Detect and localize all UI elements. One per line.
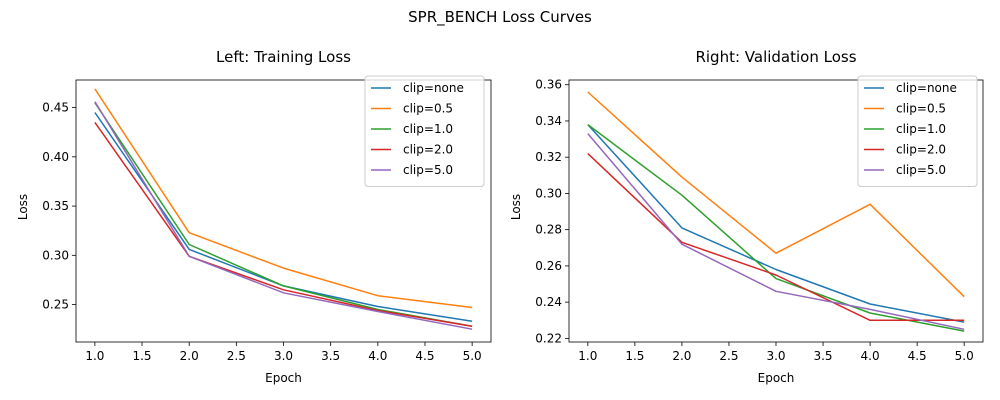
right-x-tick-label: 3.0 (766, 349, 785, 363)
left-y-axis-label: Loss (16, 194, 30, 220)
right-chart-title: Right: Validation Loss (695, 48, 856, 66)
left-x-tick-label: 5.0 (463, 349, 482, 363)
right-y-tick-label: 0.28 (535, 223, 562, 237)
left-series-line-clip-5-0 (94, 101, 473, 330)
right-legend-label: clip=5.0 (896, 163, 946, 177)
right-series-line-clip-2-0 (587, 153, 965, 322)
left-y-tick-label: 0.45 (42, 101, 69, 115)
right-series-line-clip-none (587, 124, 965, 323)
left-y-tick-label: 0.35 (42, 199, 69, 213)
right-legend-box (857, 75, 978, 187)
right-chart-panel: Right: Validation Loss Epoch Loss 1.0 1.5… (509, 48, 984, 385)
right-x-tick-label: 5.0 (955, 349, 974, 363)
right-y-tick-label: 0.32 (535, 150, 562, 164)
left-x-tick-label: 3.0 (274, 349, 293, 363)
right-legend-label: clip=none (896, 81, 957, 95)
left-y-tick-label: 0.25 (42, 298, 69, 312)
left-x-tick-label: 2.5 (227, 349, 246, 363)
left-legend-label: clip=none (403, 81, 464, 95)
right-y-tick-label: 0.22 (535, 331, 562, 345)
left-legend-label: clip=1.0 (403, 122, 453, 136)
left-series-line-clip-0-5 (94, 88, 473, 309)
left-legend-label: clip=2.0 (403, 143, 453, 157)
right-legend-label: clip=1.0 (896, 122, 946, 136)
right-y-tick-label: 0.36 (535, 78, 562, 92)
left-legend-label: clip=5.0 (403, 163, 453, 177)
right-legend: clip=none clip=0.5 clip=1.0 clip=2.0 clip=5.… (857, 75, 978, 187)
left-chart-panel: Left: Training Loss Epoch Loss 1.0 1.5 2.0… (16, 48, 492, 385)
right-y-tick-label: 0.24 (535, 295, 562, 309)
left-x-axis-label: Epoch (265, 371, 302, 385)
right-y-tick-label: 0.30 (535, 186, 562, 200)
left-y-tick-label: 0.30 (42, 248, 69, 262)
left-legend: clip=none clip=0.5 clip=1.0 clip=2.0 clip=5.… (364, 75, 485, 187)
right-x-tick-label: 4.0 (861, 349, 880, 363)
figure-title: SPR_BENCH Loss Curves (408, 8, 592, 27)
right-series-line-clip-1-0 (587, 124, 965, 332)
right-x-tick-label: 4.5 (908, 349, 927, 363)
right-series-line-clip-0-5 (587, 91, 965, 298)
left-x-tick-label: 1.0 (85, 349, 104, 363)
left-legend-box (364, 75, 485, 187)
right-x-tick-label: 2.5 (719, 349, 738, 363)
right-x-tick-label: 2.0 (672, 349, 691, 363)
right-x-axis-label: Epoch (758, 371, 795, 385)
left-y-tick-label: 0.40 (42, 150, 69, 164)
left-legend-label: clip=0.5 (403, 102, 453, 116)
left-x-tick-label: 1.5 (132, 349, 151, 363)
right-legend-label: clip=0.5 (896, 102, 946, 116)
left-x-tick-label: 3.5 (321, 349, 340, 363)
right-legend-label: clip=2.0 (896, 143, 946, 157)
left-chart-title: Left: Training Loss (216, 48, 351, 66)
right-y-axis-label: Loss (509, 194, 523, 220)
right-y-tick-label: 0.34 (535, 114, 562, 128)
left-series-line-clip-2-0 (94, 121, 473, 327)
left-x-tick-label: 2.0 (180, 349, 199, 363)
right-series-line-clip-5-0 (587, 133, 965, 331)
left-x-tick-label: 4.0 (368, 349, 387, 363)
right-x-tick-label: 1.0 (578, 349, 597, 363)
right-y-tick-label: 0.26 (535, 259, 562, 273)
right-x-tick-label: 3.5 (813, 349, 832, 363)
right-x-tick-label: 1.5 (625, 349, 644, 363)
left-x-tick-label: 4.5 (415, 349, 434, 363)
